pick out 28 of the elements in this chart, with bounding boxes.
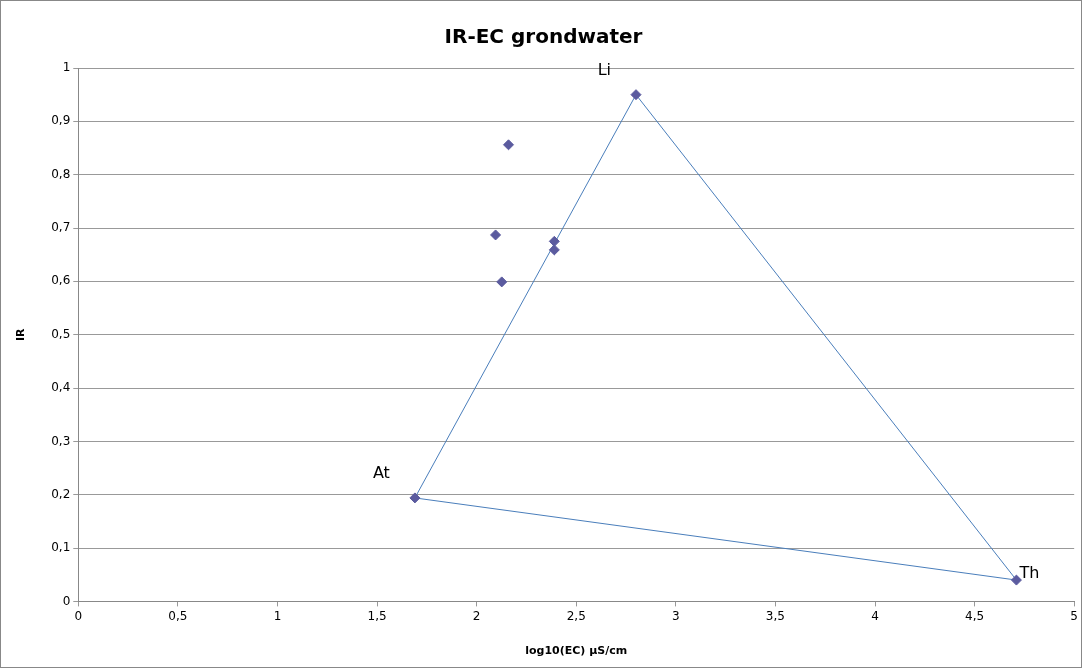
x-tick-label: 2,5 — [566, 608, 586, 623]
x-tick-label: 0,5 — [168, 608, 188, 623]
x-tick-label: 1,5 — [367, 608, 387, 623]
annotation: At — [372, 463, 390, 483]
y-tick-label: 0,1 — [51, 540, 71, 555]
y-tick-label: 0,7 — [51, 220, 71, 235]
x-axis-title: log10(EC) µS/cm — [525, 644, 628, 658]
y-tick-label: 0,2 — [51, 486, 71, 501]
y-tick-label: 0,4 — [51, 380, 71, 395]
x-tick-label: 3 — [672, 608, 680, 623]
chart-title: IR-EC grondwater — [444, 24, 643, 49]
annotation: Li — [597, 59, 611, 79]
y-tick-label: 0,6 — [51, 273, 71, 288]
y-tick-label: 0,3 — [51, 433, 71, 448]
x-tick-label: 2 — [472, 608, 481, 623]
y-tick-label: 0,8 — [51, 166, 71, 181]
y-tick-label: 0,9 — [51, 113, 71, 128]
x-tick-label: 4 — [871, 608, 879, 623]
x-tick-label: 5 — [1070, 608, 1078, 623]
x-tick-label: 3,5 — [765, 608, 785, 623]
x-tick-label: 1 — [273, 608, 282, 623]
y-tick-label: 0,5 — [51, 326, 71, 341]
x-tick-label: 4,5 — [965, 608, 985, 623]
y-tick-label: 0 — [62, 593, 71, 608]
y-tick-label: 1 — [62, 60, 71, 75]
annotation: Th — [1018, 563, 1040, 583]
x-tick-label: 0 — [74, 608, 83, 623]
y-axis-title: IR — [14, 327, 28, 341]
